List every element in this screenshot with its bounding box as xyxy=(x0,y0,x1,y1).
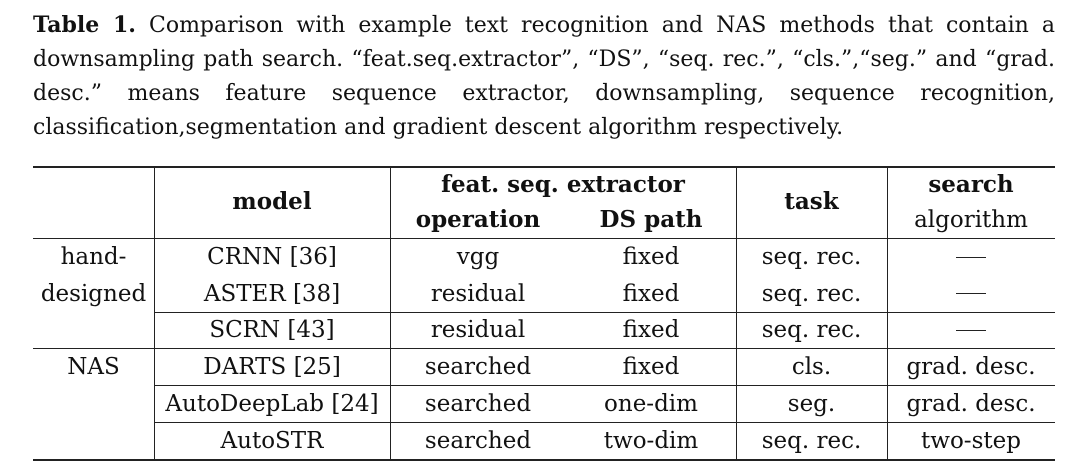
cell-task: seq. rec. xyxy=(761,244,862,270)
header-task: task xyxy=(784,188,839,215)
header-model: model xyxy=(232,188,312,215)
dash-mark: — xyxy=(956,256,986,258)
group-label: designed xyxy=(40,280,147,307)
cell-model: AutoSTR xyxy=(220,428,324,454)
cell-ds-path: one-dim xyxy=(604,391,698,417)
cell-search: grad. desc. xyxy=(906,354,1036,380)
cell-operation: vgg xyxy=(456,244,500,270)
cell-model: ASTER [38] xyxy=(203,280,341,307)
column-rule xyxy=(887,166,888,461)
cell-model: AutoDeepLab [24] xyxy=(165,391,379,417)
cell-model: DARTS [25] xyxy=(203,354,341,380)
group-rule xyxy=(33,348,1055,349)
header-algorithm: algorithm xyxy=(914,207,1028,233)
group-label: NAS xyxy=(67,354,120,380)
dash-mark: — xyxy=(956,329,986,331)
comparison-table: model feat. seq. extractor operation DS … xyxy=(33,166,1055,461)
header-search: search xyxy=(928,171,1014,198)
column-rule xyxy=(390,166,391,461)
cell-task: seq. rec. xyxy=(761,317,862,343)
cell-operation: residual xyxy=(430,280,526,307)
cell-ds-path: fixed xyxy=(622,354,680,380)
cell-ds-path: two-dim xyxy=(603,428,699,454)
cell-operation: searched xyxy=(424,354,532,380)
cell-search: — xyxy=(887,239,1055,275)
row-rule xyxy=(154,385,1055,386)
cell-task: cls. xyxy=(791,354,832,380)
cell-operation: residual xyxy=(430,317,526,343)
column-rule xyxy=(736,166,737,461)
cell-search: grad. desc. xyxy=(906,391,1036,417)
header-ds-path: DS path xyxy=(599,206,703,233)
header-rule xyxy=(33,238,1055,239)
row-rule xyxy=(154,312,1055,313)
dash-mark: — xyxy=(956,293,986,294)
cell-ds-path: fixed xyxy=(622,317,680,343)
caption-label: Table 1. xyxy=(33,12,136,38)
cell-ds-path: fixed xyxy=(622,280,680,307)
header-operation: operation xyxy=(415,206,541,233)
cell-task: seq. rec. xyxy=(761,428,862,454)
cell-model: CRNN [36] xyxy=(207,244,337,270)
cell-operation: searched xyxy=(424,428,532,454)
cell-operation: searched xyxy=(424,391,532,417)
cell-ds-path: fixed xyxy=(622,244,680,270)
table-caption: Table 1. Comparison with example text re… xyxy=(33,8,1055,145)
bottom-rule xyxy=(33,459,1055,461)
column-rule xyxy=(154,166,155,461)
cell-search: — xyxy=(887,275,1055,312)
cell-search: two-step xyxy=(921,428,1021,454)
row-rule xyxy=(154,422,1055,423)
caption-text: Comparison with example text recognition… xyxy=(33,13,1056,140)
cell-model: SCRN [43] xyxy=(209,317,335,343)
group-label: hand- xyxy=(60,244,127,270)
cell-task: seg. xyxy=(787,391,836,417)
header-extractor: feat. seq. extractor xyxy=(441,171,685,198)
top-rule xyxy=(33,166,1055,168)
cell-search: — xyxy=(887,312,1055,348)
cell-task: seq. rec. xyxy=(761,280,862,307)
